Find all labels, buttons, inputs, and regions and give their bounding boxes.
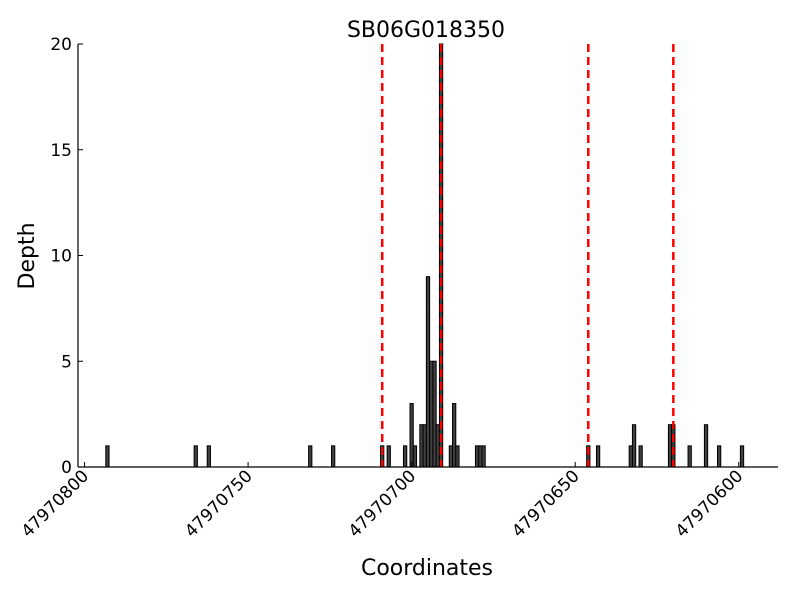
x-axis-label: Coordinates — [361, 556, 493, 581]
bar — [631, 424, 637, 468]
chart-title: SB06G018350 — [347, 18, 505, 43]
x-tick-label: 47970600 — [672, 466, 747, 541]
bar — [455, 445, 460, 468]
bar — [481, 445, 486, 468]
bar — [638, 445, 643, 468]
bar — [412, 445, 418, 468]
bar — [703, 424, 709, 468]
y-tick-label: 20 — [50, 35, 72, 55]
bar — [402, 445, 408, 468]
bar — [206, 445, 211, 468]
x-tick-label: 47970650 — [508, 466, 583, 541]
bar — [739, 445, 745, 468]
bar — [687, 445, 692, 468]
x-tick-label: 47970800 — [18, 466, 93, 541]
y-tick-label: 0 — [61, 458, 72, 478]
y-tick-label: 5 — [61, 352, 72, 372]
bar — [105, 445, 110, 468]
y-tick-label: 15 — [50, 141, 72, 161]
bar — [308, 445, 313, 468]
bar — [193, 445, 198, 468]
y-tick-label: 10 — [50, 247, 72, 267]
bar — [595, 445, 601, 468]
y-axis-label: Depth — [15, 222, 40, 289]
bar — [716, 445, 722, 468]
bar — [331, 445, 336, 468]
x-tick-label: 47970700 — [345, 466, 420, 541]
bar — [386, 445, 391, 468]
x-tick-label: 47970750 — [181, 466, 256, 541]
